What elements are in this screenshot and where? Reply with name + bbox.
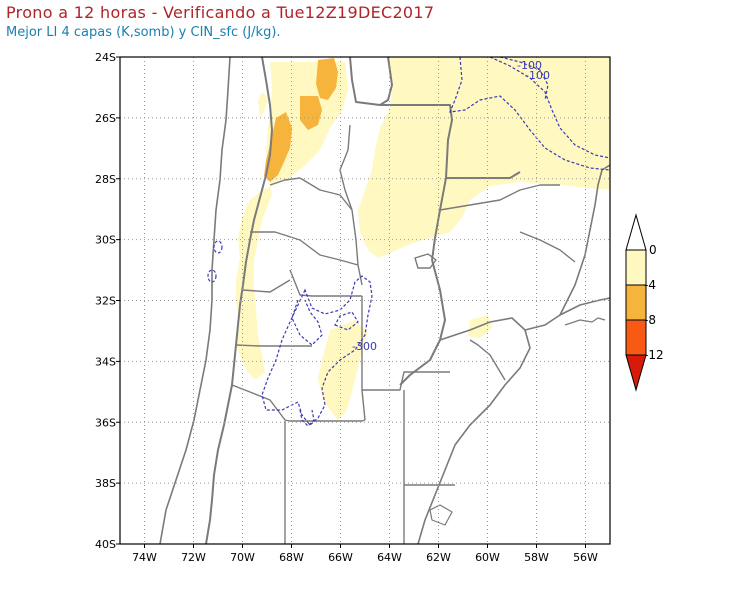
latitude-labels: 24S 26S 28S 30S 32S 34S 36S 38S 40S <box>95 51 116 551</box>
legend-label-1: -4 <box>644 278 656 292</box>
contour-label-1: -100 <box>517 59 542 72</box>
lat-label: 26S <box>95 112 116 125</box>
lat-label: 28S <box>95 173 116 186</box>
lon-label: 60W <box>475 551 500 564</box>
grid-lines <box>120 57 610 544</box>
li-shading-light <box>236 57 610 420</box>
legend-top-arrow <box>625 213 647 251</box>
cin-contours <box>207 57 610 427</box>
legend-swatch-0 <box>625 249 647 286</box>
lon-label: 58W <box>524 551 549 564</box>
lon-label: 72W <box>181 551 206 564</box>
lon-label: 64W <box>377 551 402 564</box>
lon-label: 62W <box>426 551 451 564</box>
lon-label: 68W <box>279 551 304 564</box>
contour-label-3: -300 <box>352 340 377 353</box>
contour-label-2: -100 <box>525 69 550 82</box>
map-title: Prono a 12 horas - Verificando a Tue12Z1… <box>6 3 435 22</box>
legend-label-3: -12 <box>644 348 664 362</box>
lat-label: 34S <box>95 355 116 368</box>
lat-label: 38S <box>95 477 116 490</box>
color-legend: 0 -4 -8 -12 <box>625 213 664 392</box>
lon-label: 66W <box>328 551 353 564</box>
lat-label: 36S <box>95 416 116 429</box>
lon-label: 74W <box>132 551 157 564</box>
boundaries <box>159 57 610 544</box>
legend-label-2: -8 <box>644 313 656 327</box>
lat-label: 30S <box>95 234 116 247</box>
map-subtitle: Mejor LI 4 capas (K,somb) y CIN_sfc (J/k… <box>6 25 281 40</box>
legend-swatch-2 <box>625 319 647 356</box>
legend-swatch-1 <box>625 284 647 321</box>
lat-label: 24S <box>95 51 116 64</box>
lat-label: 32S <box>95 295 116 308</box>
li-shading-orange <box>264 58 338 182</box>
lon-label: 56W <box>573 551 598 564</box>
lat-label: 40S <box>95 538 116 551</box>
axis-ticks <box>116 56 586 548</box>
lon-label: 70W <box>230 551 255 564</box>
longitude-labels: 74W 72W 70W 68W 66W 64W 62W 60W 58W 56W <box>132 551 598 564</box>
legend-bottom-arrow <box>625 354 647 392</box>
legend-label-0: 0 <box>649 243 657 257</box>
